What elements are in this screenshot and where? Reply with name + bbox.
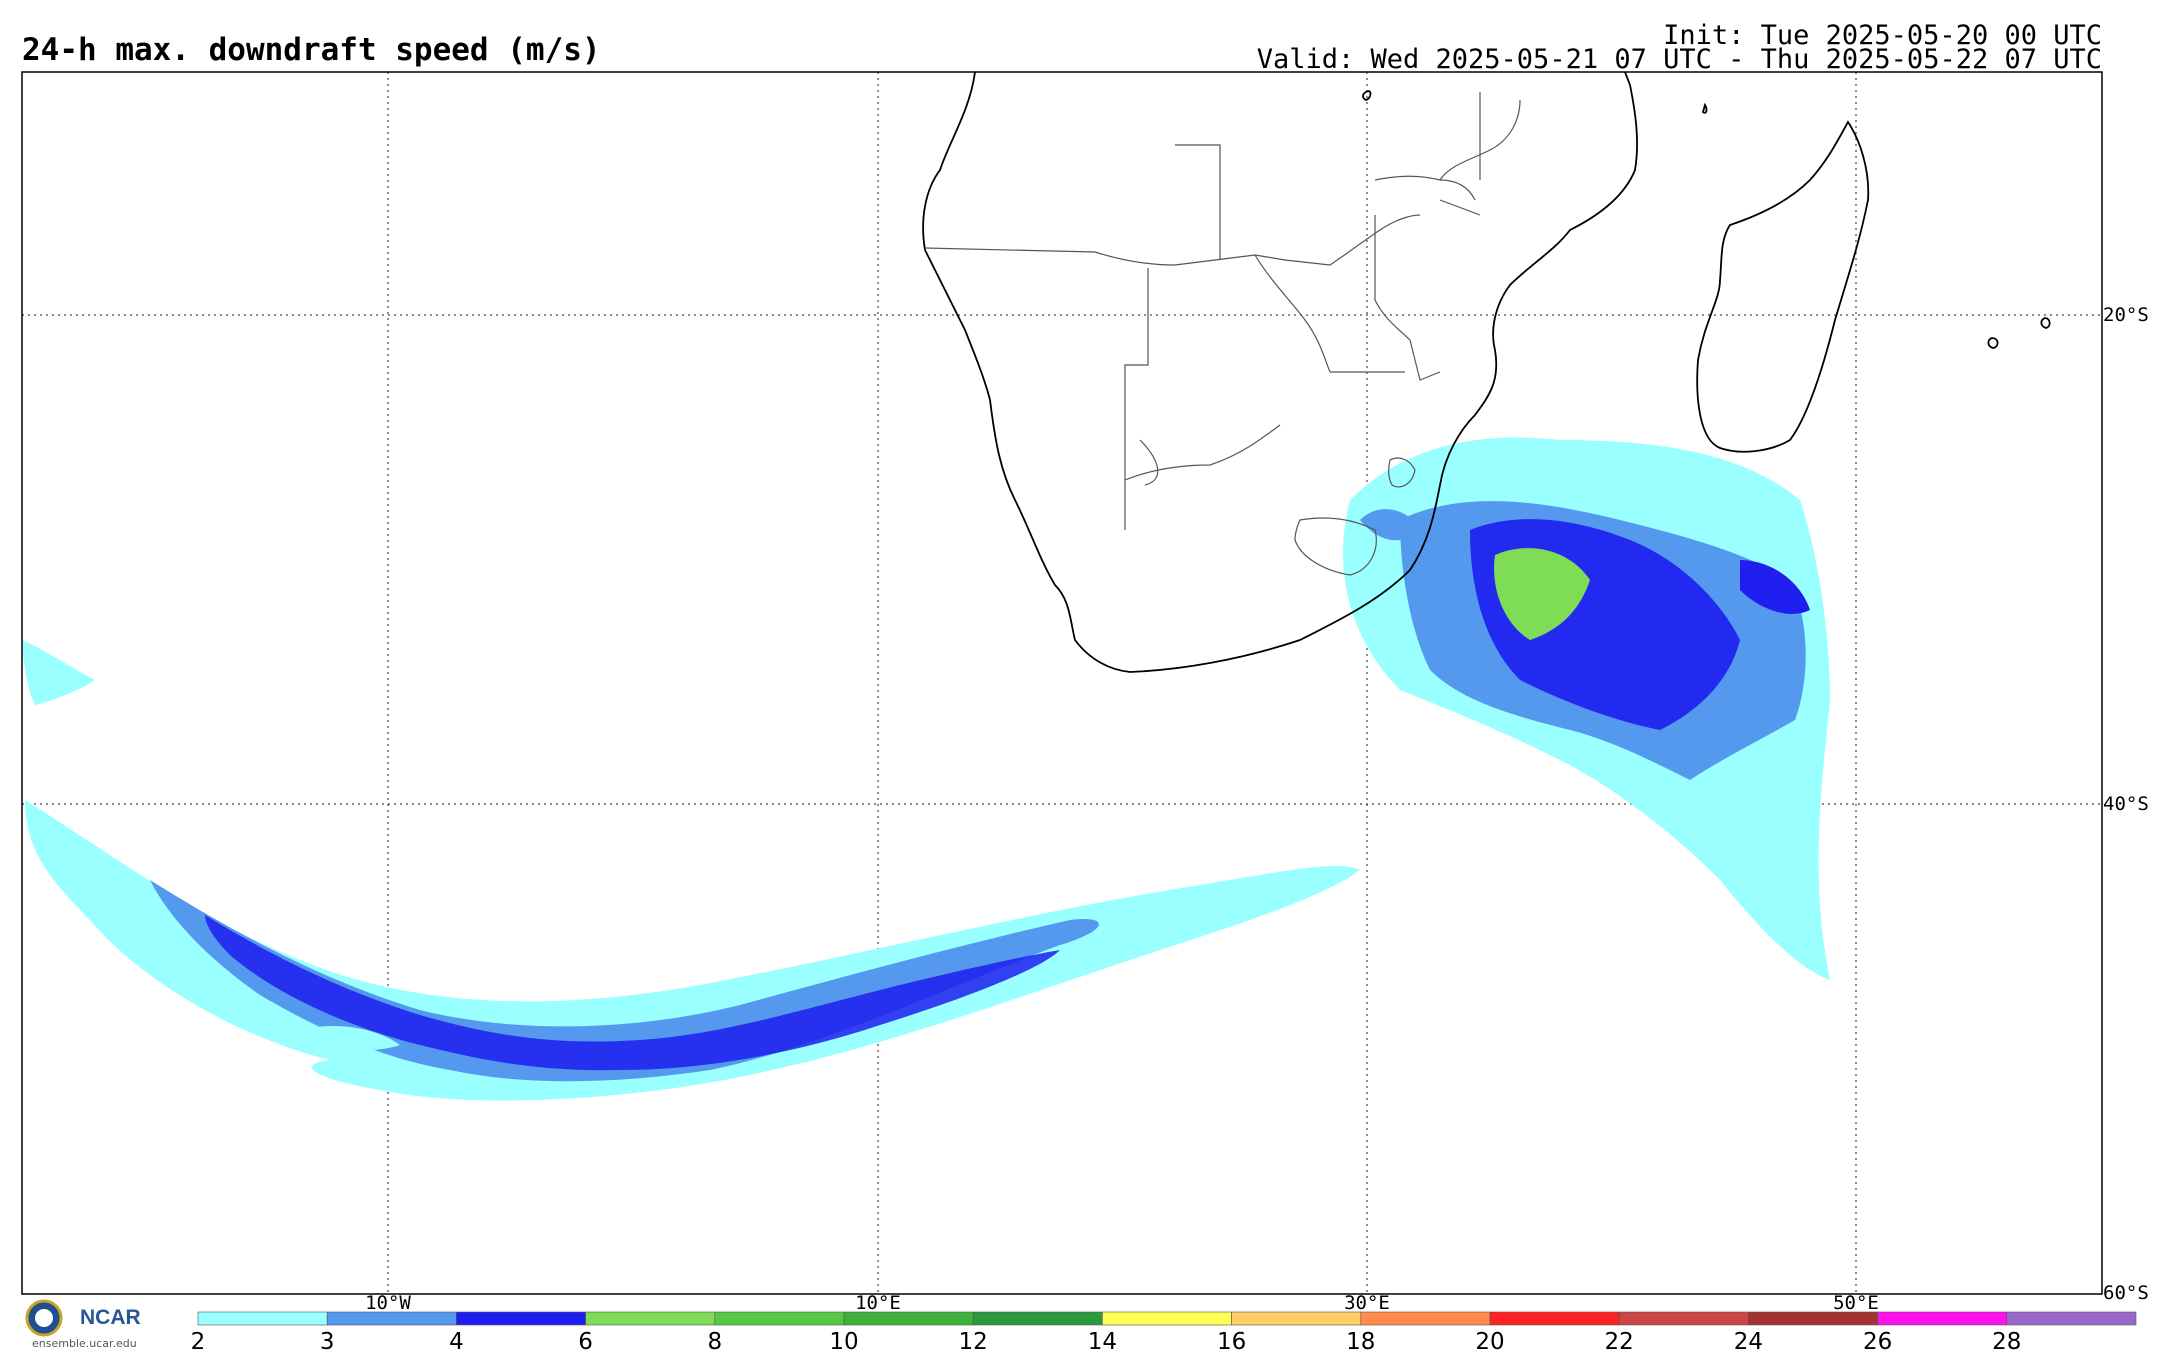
madagascar-island <box>1696 120 1870 453</box>
colorbar-swatch <box>2006 1311 2137 1326</box>
colorbar: 2 3 4 6 8 10 12 14 16 18 20 22 24 26 28 <box>191 1311 2137 1354</box>
colorbar-swatch <box>714 1311 845 1326</box>
colorbar-tick-label: 24 <box>1734 1329 1763 1354</box>
graticule <box>22 72 2102 1294</box>
colorbar-tick-label: 16 <box>1217 1329 1246 1354</box>
map-title: 24-h max. downdraft speed (m/s) <box>22 32 601 68</box>
colorbar-swatch <box>1102 1311 1232 1326</box>
colorbar-swatch <box>1748 1311 1878 1326</box>
init-time: Init: Tue 2025-05-20 00 UTC <box>1663 20 2102 51</box>
colorbar-tick-label: 12 <box>959 1329 988 1354</box>
coastlines <box>922 72 2051 673</box>
colorbar-swatch <box>456 1311 586 1326</box>
colorbar-swatch <box>1231 1311 1362 1326</box>
valid-time: Valid: Wed 2025-05-21 07 UTC - Thu 2025-… <box>1256 44 2102 75</box>
colorbar-tick-label: 10 <box>829 1329 858 1354</box>
colorbar-swatch <box>326 1311 457 1326</box>
nsf-logo-icon <box>25 1299 63 1337</box>
colorbar-tick-label: 26 <box>1863 1329 1892 1354</box>
lat-label: 20°S <box>2103 304 2149 326</box>
country-borders <box>924 92 1521 576</box>
colorbar-tick-label: 14 <box>1088 1329 1117 1354</box>
colorbar-swatch <box>843 1311 974 1326</box>
colorbar-swatch <box>1360 1311 1491 1326</box>
colorbar-swatch <box>1618 1311 1749 1326</box>
colorbar-tick-label: 22 <box>1605 1329 1634 1354</box>
lon-label: 30°E <box>1344 1292 1390 1314</box>
lon-label: 10°W <box>365 1292 411 1314</box>
colorbar-swatch <box>972 1311 1103 1326</box>
colorbar-tick-label: 3 <box>320 1329 335 1354</box>
lon-label: 50°E <box>1833 1292 1879 1314</box>
colorbar-swatch <box>1489 1311 1620 1326</box>
colorbar-tick-label: 6 <box>578 1329 593 1354</box>
downdraft-field-atlantic <box>22 640 1360 1101</box>
colorbar-tick-label: 2 <box>191 1329 206 1354</box>
ncar-logo: NCAR <box>80 1306 141 1329</box>
colorbar-tick-label: 20 <box>1475 1329 1504 1354</box>
colorbar-swatch <box>1877 1311 2008 1326</box>
lon-label: 10°E <box>855 1292 901 1314</box>
colorbar-tick-label: 8 <box>707 1329 722 1354</box>
lat-label: 40°S <box>2103 793 2149 815</box>
colorbar-swatch <box>197 1311 328 1326</box>
lat-label: 60°S <box>2103 1282 2149 1304</box>
downdraft-field-indian-ocean <box>1342 437 1830 980</box>
map-frame <box>21 71 2103 1295</box>
colorbar-tick-label: 4 <box>449 1329 464 1354</box>
colorbar-swatch <box>585 1311 716 1326</box>
logo-url: ensemble.ucar.edu <box>32 1337 137 1350</box>
colorbar-tick-label: 18 <box>1346 1329 1375 1354</box>
colorbar-tick-label: 28 <box>1992 1329 2021 1354</box>
